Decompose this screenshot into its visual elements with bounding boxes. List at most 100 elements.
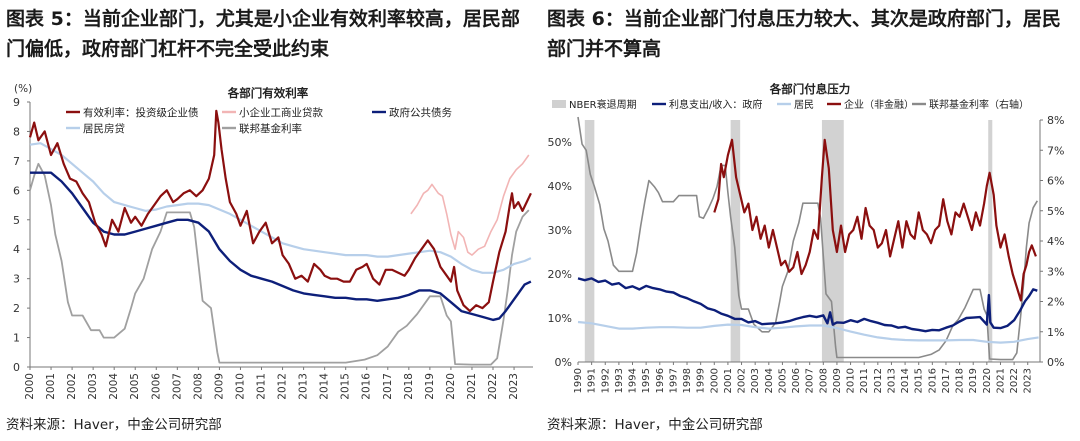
legend-label: NBER衰退周期 — [569, 98, 637, 111]
legend-label: 企业（非金融） — [844, 98, 914, 111]
x-tick-label: 2023 — [508, 373, 520, 400]
left-y-tick-label: 50% — [548, 136, 572, 149]
x-tick-label: 2014 — [319, 373, 331, 400]
right-y-tick-label: 0% — [1047, 356, 1064, 369]
right-y-tick-label: 1% — [1047, 326, 1064, 339]
x-tick-label: 2002 — [66, 373, 78, 400]
x-tick-label: 2022 — [487, 373, 499, 400]
left-y-tick-label: 30% — [548, 224, 572, 237]
x-tick-label: 1994 — [628, 368, 639, 393]
x-tick-label: 2013 — [298, 373, 310, 400]
x-tick-label: 2005 — [777, 368, 788, 393]
x-tick-label: 2006 — [791, 368, 802, 393]
x-tick-label: 2021 — [466, 373, 478, 400]
y-tick-label: 8 — [13, 125, 20, 138]
x-tick-label: 2005 — [129, 373, 141, 400]
x-tick-label: 2015 — [340, 373, 352, 400]
x-tick-label: 1996 — [655, 368, 666, 393]
x-tick-label: 2019 — [424, 373, 436, 400]
y-tick-label: 3 — [13, 273, 20, 286]
x-tick-label: 2008 — [818, 368, 829, 393]
y-unit-label: (%) — [14, 83, 32, 95]
chart-title: 各部门有效利率 — [227, 86, 309, 100]
x-tick-label: 1998 — [682, 368, 693, 393]
x-tick-label: 2021 — [995, 368, 1006, 393]
legend-label: 居民房贷 — [83, 122, 125, 135]
x-tick-label: 2000 — [709, 368, 720, 393]
x-tick-label: 1993 — [614, 368, 625, 393]
x-tick-label: 2004 — [108, 373, 120, 400]
right-y-tick-label: 4% — [1047, 235, 1064, 248]
x-tick-label: 2011 — [256, 373, 268, 400]
y-tick-label: 6 — [13, 184, 20, 197]
legend-label: 联邦基金利率 — [239, 122, 302, 135]
x-tick-label: 2008 — [192, 373, 204, 400]
legend-swatch — [552, 100, 566, 108]
x-tick-label: 2012 — [873, 368, 884, 393]
legend-label: 居民 — [794, 99, 814, 111]
right-y-tick-label: 5% — [1047, 205, 1064, 218]
x-tick-label: 2015 — [914, 368, 925, 393]
x-tick-label: 2012 — [277, 373, 289, 400]
chart-title: 各部门付息压力 — [769, 82, 851, 96]
recession-band — [988, 120, 993, 362]
x-tick-label: 2011 — [859, 368, 870, 393]
x-tick-label: 2020 — [445, 373, 457, 400]
x-tick-label: 2006 — [150, 373, 162, 400]
left-y-tick-label: 40% — [548, 180, 572, 193]
x-tick-label: 2014 — [900, 368, 911, 393]
series-line-3 — [713, 138, 1037, 302]
right-y-tick-label: 3% — [1047, 265, 1064, 278]
series-line-2 — [30, 171, 532, 322]
recession-band — [821, 120, 844, 362]
x-tick-label: 1991 — [587, 368, 598, 393]
left-y-tick-label: 20% — [548, 268, 572, 281]
recession-band — [584, 120, 595, 362]
legend-label: 政府公共债务 — [389, 106, 452, 119]
x-tick-label: 2007 — [805, 368, 816, 393]
y-tick-label: 7 — [13, 155, 20, 168]
legend-label: 联邦基金利率（右轴） — [929, 98, 1029, 111]
series-line-4 — [29, 162, 530, 366]
recession-band — [730, 120, 741, 362]
legend-label: 有效利率：投资级企业债 — [83, 106, 199, 119]
x-tick-label: 1990 — [573, 368, 584, 393]
x-tick-label: 2009 — [213, 373, 225, 400]
x-tick-label: 2001 — [723, 368, 734, 393]
x-tick-label: 2003 — [87, 373, 99, 400]
x-tick-label: 2017 — [382, 373, 394, 400]
y-tick-label: 4 — [13, 243, 20, 256]
x-tick-label: 2002 — [737, 368, 748, 393]
y-tick-label: 9 — [13, 96, 20, 109]
x-tick-label: 2023 — [1023, 368, 1034, 393]
right-figure-title: 图表 6：当前企业部门付息压力较大、其次是政府部门，居民部门并不算高 — [547, 8, 1061, 60]
series-line-3 — [29, 142, 532, 274]
right-y-tick-label: 2% — [1047, 296, 1064, 309]
x-tick-label: 2007 — [171, 373, 183, 400]
x-tick-label: 2018 — [403, 373, 415, 400]
right-source-note: 资料来源：Haver，中金公司研究部 — [547, 417, 763, 433]
series-line-4 — [577, 116, 1038, 361]
x-tick-label: 2018 — [955, 368, 966, 393]
x-tick-label: 2010 — [846, 368, 857, 393]
legend-label: 利息支出/收入：政府 — [669, 98, 762, 111]
x-tick-label: 2001 — [45, 373, 57, 400]
x-tick-label: 2000 — [24, 373, 36, 400]
y-tick-label: 5 — [13, 214, 20, 227]
x-tick-label: 1995 — [641, 368, 652, 393]
x-tick-label: 2009 — [832, 368, 843, 393]
x-tick-label: 2010 — [234, 373, 246, 400]
x-tick-label: 2016 — [927, 368, 938, 393]
x-tick-label: 2017 — [941, 368, 952, 393]
series-line-1 — [577, 277, 1038, 333]
y-tick-label: 1 — [13, 332, 20, 345]
left-figure-title: 图表 5：当前企业部门，尤其是小企业有效利率较高，居民部门偏低，政府部门杠杆不完… — [6, 8, 520, 60]
x-tick-label: 1999 — [696, 368, 707, 393]
legend-label: 小企业工商业贷款 — [239, 106, 323, 119]
x-tick-label: 2003 — [750, 368, 761, 393]
left-y-tick-label: 10% — [548, 312, 572, 325]
x-tick-label: 1992 — [600, 368, 611, 393]
right-y-tick-label: 6% — [1047, 175, 1064, 188]
right-y-tick-label: 8% — [1047, 114, 1064, 127]
